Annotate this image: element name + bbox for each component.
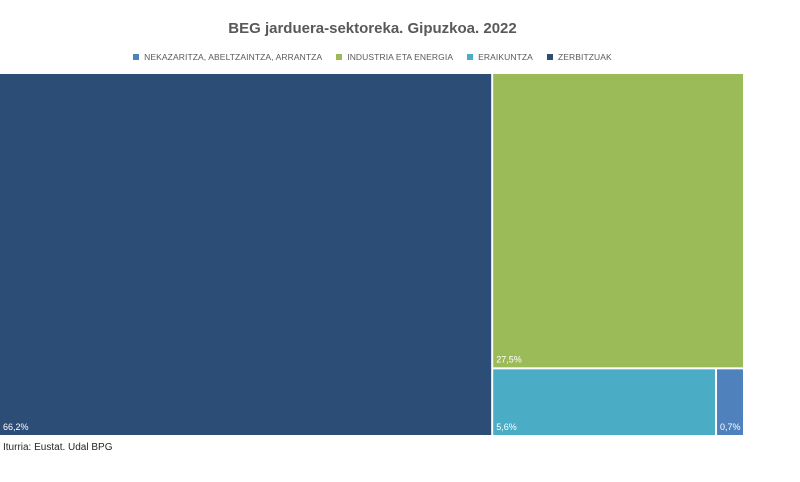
chart-title: BEG jarduera-sektoreka. Gipuzkoa. 2022 <box>228 20 517 37</box>
treemap-tile-eraikuntza <box>493 369 716 435</box>
treemap-plot: 66,2% 27,5% 5,6% 0,7% <box>0 74 743 435</box>
chart-legend: NEKAZARITZA, ABELTZAINTZA, ARRANTZA INDU… <box>0 52 745 62</box>
legend-label-industria: INDUSTRIA ETA ENERGIA <box>347 52 454 62</box>
data-label-zerbitzuak: 66,2% <box>3 422 29 432</box>
legend-swatch-eraikuntza <box>467 54 474 60</box>
legend-item-industria: INDUSTRIA ETA ENERGIA <box>336 52 453 62</box>
legend-swatch-industria <box>336 54 343 60</box>
data-label-industria: 27,5% <box>496 354 522 364</box>
legend-item-nekazaritza: NEKAZARITZA, ABELTZAINTZA, ARRANTZA <box>133 52 322 62</box>
source-note: Iturria: Eustat. Udal BPG <box>3 442 113 453</box>
legend-label-zerbitzuak: ZERBITZUAK <box>557 52 612 62</box>
treemap-tile-zerbitzuak <box>0 74 492 435</box>
legend-item-zerbitzuak: ZERBITZUAK <box>546 52 612 62</box>
treemap-tile-industria <box>493 74 743 368</box>
legend-item-eraikuntza: ERAIKUNTZA <box>467 52 533 62</box>
legend-label-nekazaritza: NEKAZARITZA, ABELTZAINTZA, ARRANTZA <box>144 52 323 62</box>
legend-label-eraikuntza: ERAIKUNTZA <box>478 52 533 62</box>
data-label-nekazaritza: 0,7% <box>720 422 741 432</box>
data-label-eraikuntza: 5,6% <box>496 422 517 432</box>
treemap-tile-nekazaritza <box>717 369 743 435</box>
legend-swatch-nekazaritza <box>133 54 140 60</box>
legend-swatch-zerbitzuak <box>546 54 553 60</box>
